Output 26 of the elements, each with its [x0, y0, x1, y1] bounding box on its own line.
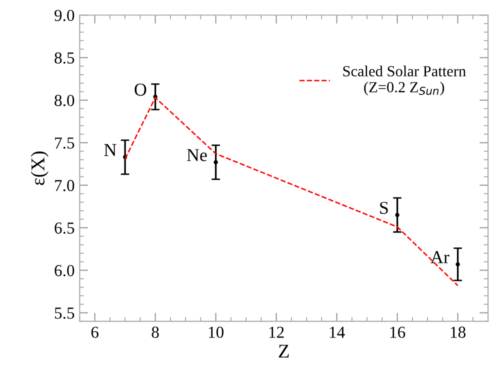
x-tick-label: 16	[390, 326, 406, 338]
x-axis-title: Z	[278, 344, 289, 358]
y-tick-label: 8.0	[54, 94, 74, 106]
annotation: Ar	[430, 251, 450, 264]
x-tick-label: 12	[269, 326, 284, 338]
y-tick-label: 5.5	[54, 308, 74, 319]
y-tick-label: 7.0	[55, 180, 74, 192]
y-axis-title: ε(X)	[30, 151, 48, 186]
y-tick-label: 6.5	[54, 222, 74, 234]
y-tick-label: 6.0	[54, 264, 74, 276]
point	[214, 160, 218, 164]
x-tick-label: 18	[450, 326, 466, 338]
annotation: O	[134, 84, 146, 96]
legend-label: Scaled Solar Pattern (Z=0.2 Z$_{Sun}$)	[343, 66, 466, 96]
y-tick-label: 8.5	[54, 52, 74, 64]
point	[456, 262, 460, 266]
x-tick-label: 8	[152, 326, 159, 338]
x-tick-label: 6	[91, 326, 98, 338]
x-tick-label: 14	[330, 326, 345, 338]
x-tick-label: 10	[208, 326, 224, 338]
annotation: N	[104, 144, 116, 156]
annotation: Ne	[186, 149, 207, 162]
annotation: S	[380, 202, 388, 214]
y-tick-label: 9.0	[54, 10, 74, 22]
point	[395, 212, 400, 218]
y-tick-label: 7.5	[55, 138, 74, 149]
